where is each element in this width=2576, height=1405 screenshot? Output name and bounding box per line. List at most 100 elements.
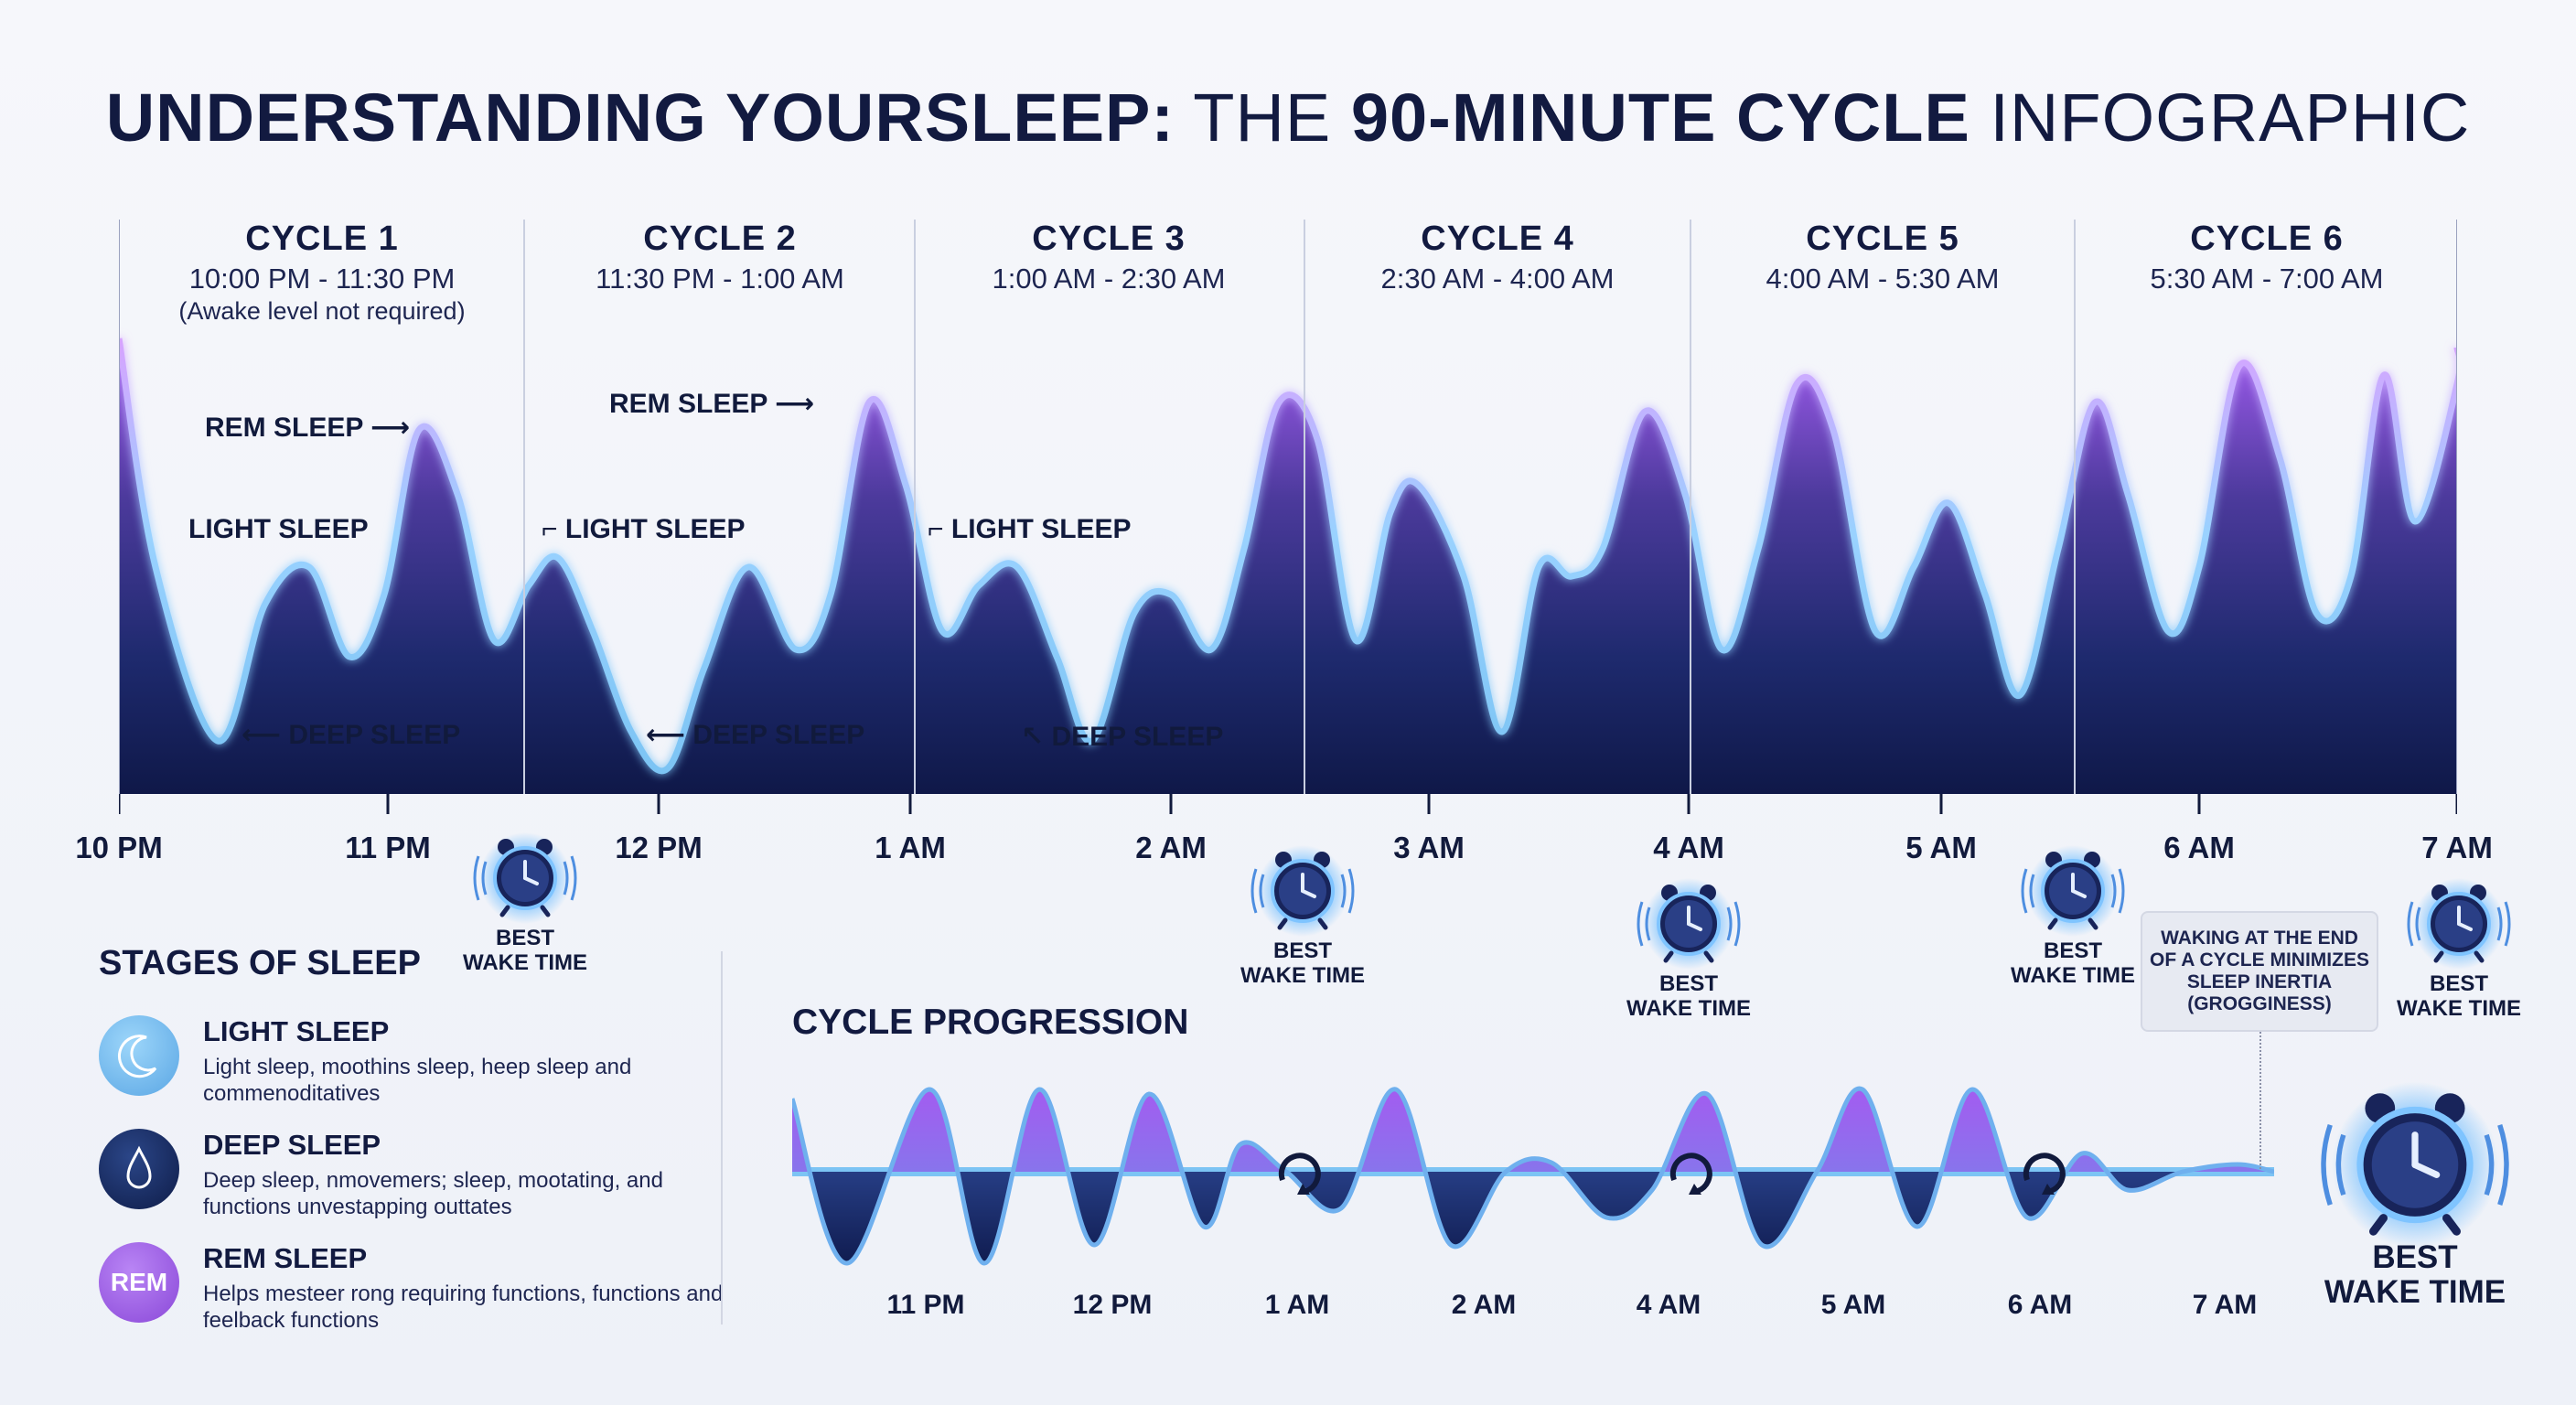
time-tick: 4 AM xyxy=(1653,831,1724,864)
cycle-title: CYCLE 5 xyxy=(1806,220,1959,258)
progression-tick: 7 AM xyxy=(2192,1290,2258,1320)
label-text: LIGHT SLEEP xyxy=(188,514,369,544)
cycle-range: 11:30 PM - 1:00 AM xyxy=(596,263,844,295)
cycle-range: 2:30 AM - 4:00 AM xyxy=(1380,263,1615,295)
best-label: BEST xyxy=(1272,938,1332,963)
progression-deep-fill xyxy=(792,1172,2274,1264)
stage-description: Deep sleep, nmovemers; sleep, mootating,… xyxy=(203,1168,663,1219)
best-wake-marker-2: BEST WAKE TIME xyxy=(1211,838,1394,988)
best-wake-marker-1: BEST WAKE TIME xyxy=(434,825,617,975)
stage-name: DEEP SLEEP xyxy=(203,1129,381,1161)
cycle-title: CYCLE 3 xyxy=(1032,220,1186,258)
time-tick: 7 AM xyxy=(2421,831,2493,864)
stage-description: Helps mesteer rong requiring functions, … xyxy=(203,1282,724,1333)
light-sleep-label-2: ⌐ LIGHT SLEEP xyxy=(542,514,746,545)
large-alarm-clock-icon xyxy=(2305,1068,2525,1251)
final-wake-time-label: WAKE TIME xyxy=(2324,1274,2506,1310)
time-tick: 12 PM xyxy=(615,831,703,864)
best-label: BEST xyxy=(2043,938,2102,963)
cycle-title: CYCLE 6 xyxy=(2190,220,2344,258)
time-tick: 11 PM xyxy=(345,831,431,864)
wake-time-label: WAKE TIME xyxy=(1240,963,1365,988)
light-sleep-label-3: ⌐ LIGHT SLEEP xyxy=(928,514,1132,545)
arrow-left-icon: ↖ xyxy=(1021,722,1045,752)
section-divider xyxy=(721,951,723,1325)
cycle-repeat-icon xyxy=(1278,1153,1321,1195)
cycle-range: 5:30 AM - 7:00 AM xyxy=(2150,263,2384,295)
main-sleep-wave-chart xyxy=(119,220,2457,814)
cycle-range: 4:00 AM - 5:30 AM xyxy=(1766,263,2000,295)
progression-tick: 12 PM xyxy=(1072,1290,1153,1320)
stage-name: REM SLEEP xyxy=(203,1242,368,1274)
cycle-title: CYCLE 2 xyxy=(643,220,797,258)
title-part-2: THE xyxy=(1175,80,1351,156)
cycle-6-header: CYCLE 6 5:30 AM - 7:00 AM xyxy=(2084,220,2450,295)
title-part-3: 90-MINUTE CYCLE xyxy=(1350,80,1970,156)
cycle-note: (Awake level not required) xyxy=(178,297,466,325)
arrow-right-icon: ⟶ xyxy=(775,389,815,419)
stage-description: Light sleep, moothins sleep, heep sleep … xyxy=(203,1055,632,1106)
arrow-left-icon: ⟵ xyxy=(646,720,686,750)
cycle-4-header: CYCLE 4 2:30 AM - 4:00 AM xyxy=(1315,220,1680,295)
best-label: BEST xyxy=(2429,971,2488,996)
label-text: DEEP SLEEP xyxy=(1051,722,1224,752)
water-drop-icon xyxy=(99,1129,179,1209)
light-sleep-label-1: LIGHT SLEEP xyxy=(188,514,369,545)
progression-tick: 2 AM xyxy=(1451,1290,1517,1320)
label-text: DEEP SLEEP xyxy=(692,720,865,750)
cycle-repeat-icon xyxy=(2023,1153,2066,1195)
progression-tick: 6 AM xyxy=(2007,1290,2073,1320)
callout-line-3: SLEEP INERTIA xyxy=(2186,971,2333,992)
progression-tick: 1 AM xyxy=(1264,1290,1330,1320)
best-wake-marker-4: BEST WAKE TIME xyxy=(1981,838,2164,988)
time-tick: 1 AM xyxy=(875,831,946,864)
cycle-2-header: CYCLE 2 11:30 PM - 1:00 AM xyxy=(537,220,903,295)
alarm-clock-icon xyxy=(1243,838,1362,938)
time-tick: 3 AM xyxy=(1393,831,1465,864)
stage-name: LIGHT SLEEP xyxy=(203,1015,390,1047)
time-tick: 10 PM xyxy=(75,831,163,864)
wake-time-label: WAKE TIME xyxy=(2397,996,2521,1021)
best-wake-marker-3: BEST WAKE TIME xyxy=(1597,871,1780,1021)
arrow-right-icon: ⟶ xyxy=(370,413,411,443)
cycle-5-header: CYCLE 5 4:00 AM - 5:30 AM xyxy=(1700,220,2066,295)
alarm-clock-icon xyxy=(1629,871,1748,971)
cycle-progression-chart xyxy=(792,1086,2274,1266)
label-text: LIGHT SLEEP xyxy=(564,514,746,544)
final-best-wake-time: BEST WAKE TIME xyxy=(2287,1240,2543,1310)
rem-sleep-label-2: REM SLEEP ⟶ xyxy=(609,388,814,420)
alarm-clock-icon xyxy=(2399,871,2518,971)
arrow-left-icon: ⌐ xyxy=(542,514,558,544)
progression-rem-fill xyxy=(792,1089,2274,1172)
arrow-left-icon: ⟵ xyxy=(242,720,282,750)
stages-title: STAGES OF SLEEP xyxy=(99,944,421,982)
moon-icon xyxy=(99,1015,179,1096)
arrow-left-icon: ⌐ xyxy=(928,514,944,544)
cycle-progression-title: CYCLE PROGRESSION xyxy=(792,1003,1189,1042)
alarm-clock-icon xyxy=(466,825,585,926)
best-wake-marker-5: BEST WAKE TIME xyxy=(2367,871,2550,1021)
wake-time-label: WAKE TIME xyxy=(2011,963,2135,988)
progression-tick: 11 PM xyxy=(886,1290,965,1320)
label-text: LIGHT SLEEP xyxy=(950,514,1132,544)
label-text: REM SLEEP xyxy=(609,389,767,419)
sleep-wave-fill xyxy=(119,338,2457,794)
callout-line-1: WAKING AT THE END xyxy=(2161,928,2358,949)
cycle-title: CYCLE 1 xyxy=(245,220,399,258)
callout-line-4: (GROGGINESS) xyxy=(2187,993,2332,1014)
final-best-label: BEST xyxy=(2372,1239,2458,1275)
callout-pointer xyxy=(2259,1032,2261,1169)
sleep-inertia-callout: WAKING AT THE END OF A CYCLE MINIMIZES S… xyxy=(2141,911,2378,1032)
best-label: BEST xyxy=(495,926,554,950)
title-part-1: UNDERSTANDING YOURSLEEP: xyxy=(105,80,1175,156)
progression-tick: 4 AM xyxy=(1636,1290,1701,1320)
deep-sleep-label-1: ⟵ DEEP SLEEP xyxy=(242,719,460,751)
wake-time-label: WAKE TIME xyxy=(463,950,587,975)
deep-sleep-label-3: ↖ DEEP SLEEP xyxy=(1021,721,1223,753)
time-tick: 2 AM xyxy=(1135,831,1207,864)
label-text: REM SLEEP xyxy=(205,413,363,443)
page-title: UNDERSTANDING YOURSLEEP: THE 90-MINUTE C… xyxy=(0,79,2576,156)
cycle-1-header: CYCLE 1 10:00 PM - 11:30 PM (Awake level… xyxy=(139,220,505,326)
progression-wave-line xyxy=(792,1086,2274,1266)
cycle-range: 1:00 AM - 2:30 AM xyxy=(992,263,1226,295)
